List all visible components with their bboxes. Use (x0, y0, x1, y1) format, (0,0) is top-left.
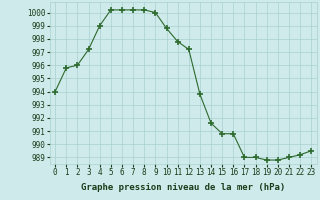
X-axis label: Graphe pression niveau de la mer (hPa): Graphe pression niveau de la mer (hPa) (81, 183, 285, 192)
